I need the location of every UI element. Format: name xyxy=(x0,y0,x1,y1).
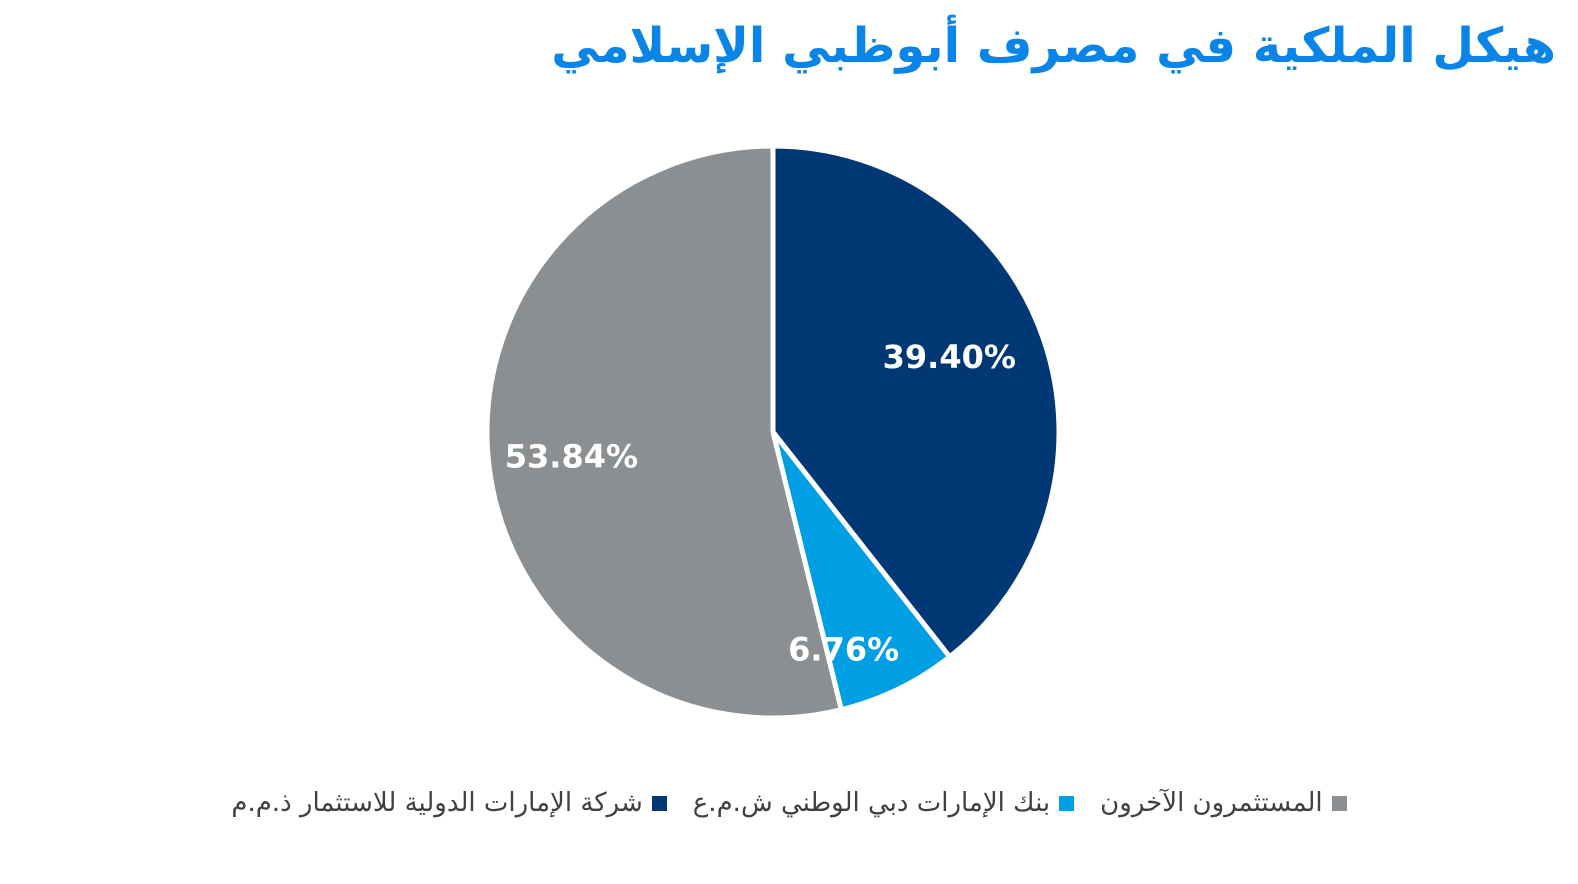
chart-title: هيكل الملكية في مصرف أبوظبي الإسلامي xyxy=(551,18,1556,74)
legend-item-emirates-nbd: بنك الإمارات دبي الوطني ش.م.ع xyxy=(692,788,1075,818)
legend-label-others: المستثمرون الآخرون xyxy=(1100,788,1323,818)
chart-legend: المستثمرون الآخرون بنك الإمارات دبي الوط… xyxy=(0,788,1578,818)
legend-swatch-others xyxy=(1331,795,1347,811)
legend-item-emirates-international: شركة الإمارات الدولية للاستثمار ذ.م.م xyxy=(231,788,667,818)
legend-label-emirates-nbd: بنك الإمارات دبي الوطني ش.م.ع xyxy=(692,788,1051,818)
data-label-emirates-nbd: 6.76% xyxy=(788,631,899,669)
pie-slice-others xyxy=(484,143,844,721)
legend-swatch-emirates-nbd xyxy=(1059,795,1075,811)
legend-swatch-emirates-international xyxy=(651,795,667,811)
legend-item-others: المستثمرون الآخرون xyxy=(1100,788,1347,818)
data-label-others: 53.84% xyxy=(505,437,638,475)
data-label-emirates-international: 39.40% xyxy=(883,338,1016,376)
legend-label-emirates-international: شركة الإمارات الدولية للاستثمار ذ.م.م xyxy=(231,788,643,818)
pie-slice-emirates-international xyxy=(770,143,1062,660)
